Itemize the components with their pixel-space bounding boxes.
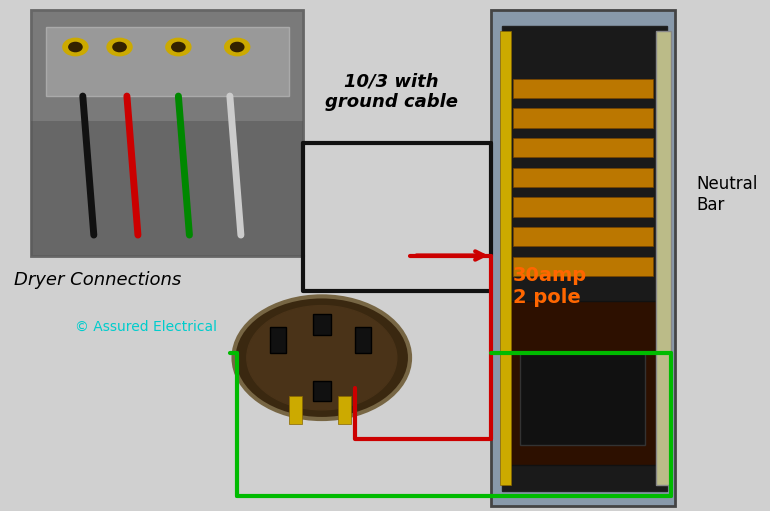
Bar: [502, 26, 668, 491]
Bar: [656, 31, 671, 485]
Text: Neutral
Bar: Neutral Bar: [697, 175, 758, 214]
Circle shape: [107, 38, 132, 56]
Bar: [32, 121, 303, 256]
Bar: [513, 257, 653, 276]
Bar: [513, 79, 653, 98]
Bar: [521, 353, 645, 445]
Circle shape: [172, 42, 185, 52]
Bar: [513, 108, 653, 128]
Circle shape: [69, 42, 82, 52]
Bar: [46, 28, 289, 96]
Text: © Assured Electrical: © Assured Electrical: [75, 320, 217, 334]
Bar: [513, 138, 653, 157]
Circle shape: [225, 38, 249, 56]
Text: 30amp
2 pole: 30amp 2 pole: [513, 266, 587, 307]
Bar: [355, 327, 371, 353]
Circle shape: [233, 296, 410, 419]
Bar: [500, 31, 511, 485]
Bar: [313, 381, 330, 401]
Bar: [32, 10, 303, 256]
Circle shape: [63, 38, 88, 56]
Bar: [513, 197, 653, 217]
Bar: [313, 314, 330, 335]
Bar: [270, 327, 286, 353]
Text: 10/3 with
ground cable: 10/3 with ground cable: [325, 73, 458, 111]
Circle shape: [113, 42, 126, 52]
Bar: [338, 396, 351, 424]
Text: Dryer Connections: Dryer Connections: [14, 271, 181, 289]
Bar: [289, 396, 302, 424]
Bar: [491, 10, 675, 506]
Bar: [513, 168, 653, 187]
Bar: [513, 227, 653, 246]
Circle shape: [166, 38, 191, 56]
Circle shape: [246, 306, 397, 410]
Bar: [509, 301, 656, 465]
Circle shape: [230, 42, 244, 52]
